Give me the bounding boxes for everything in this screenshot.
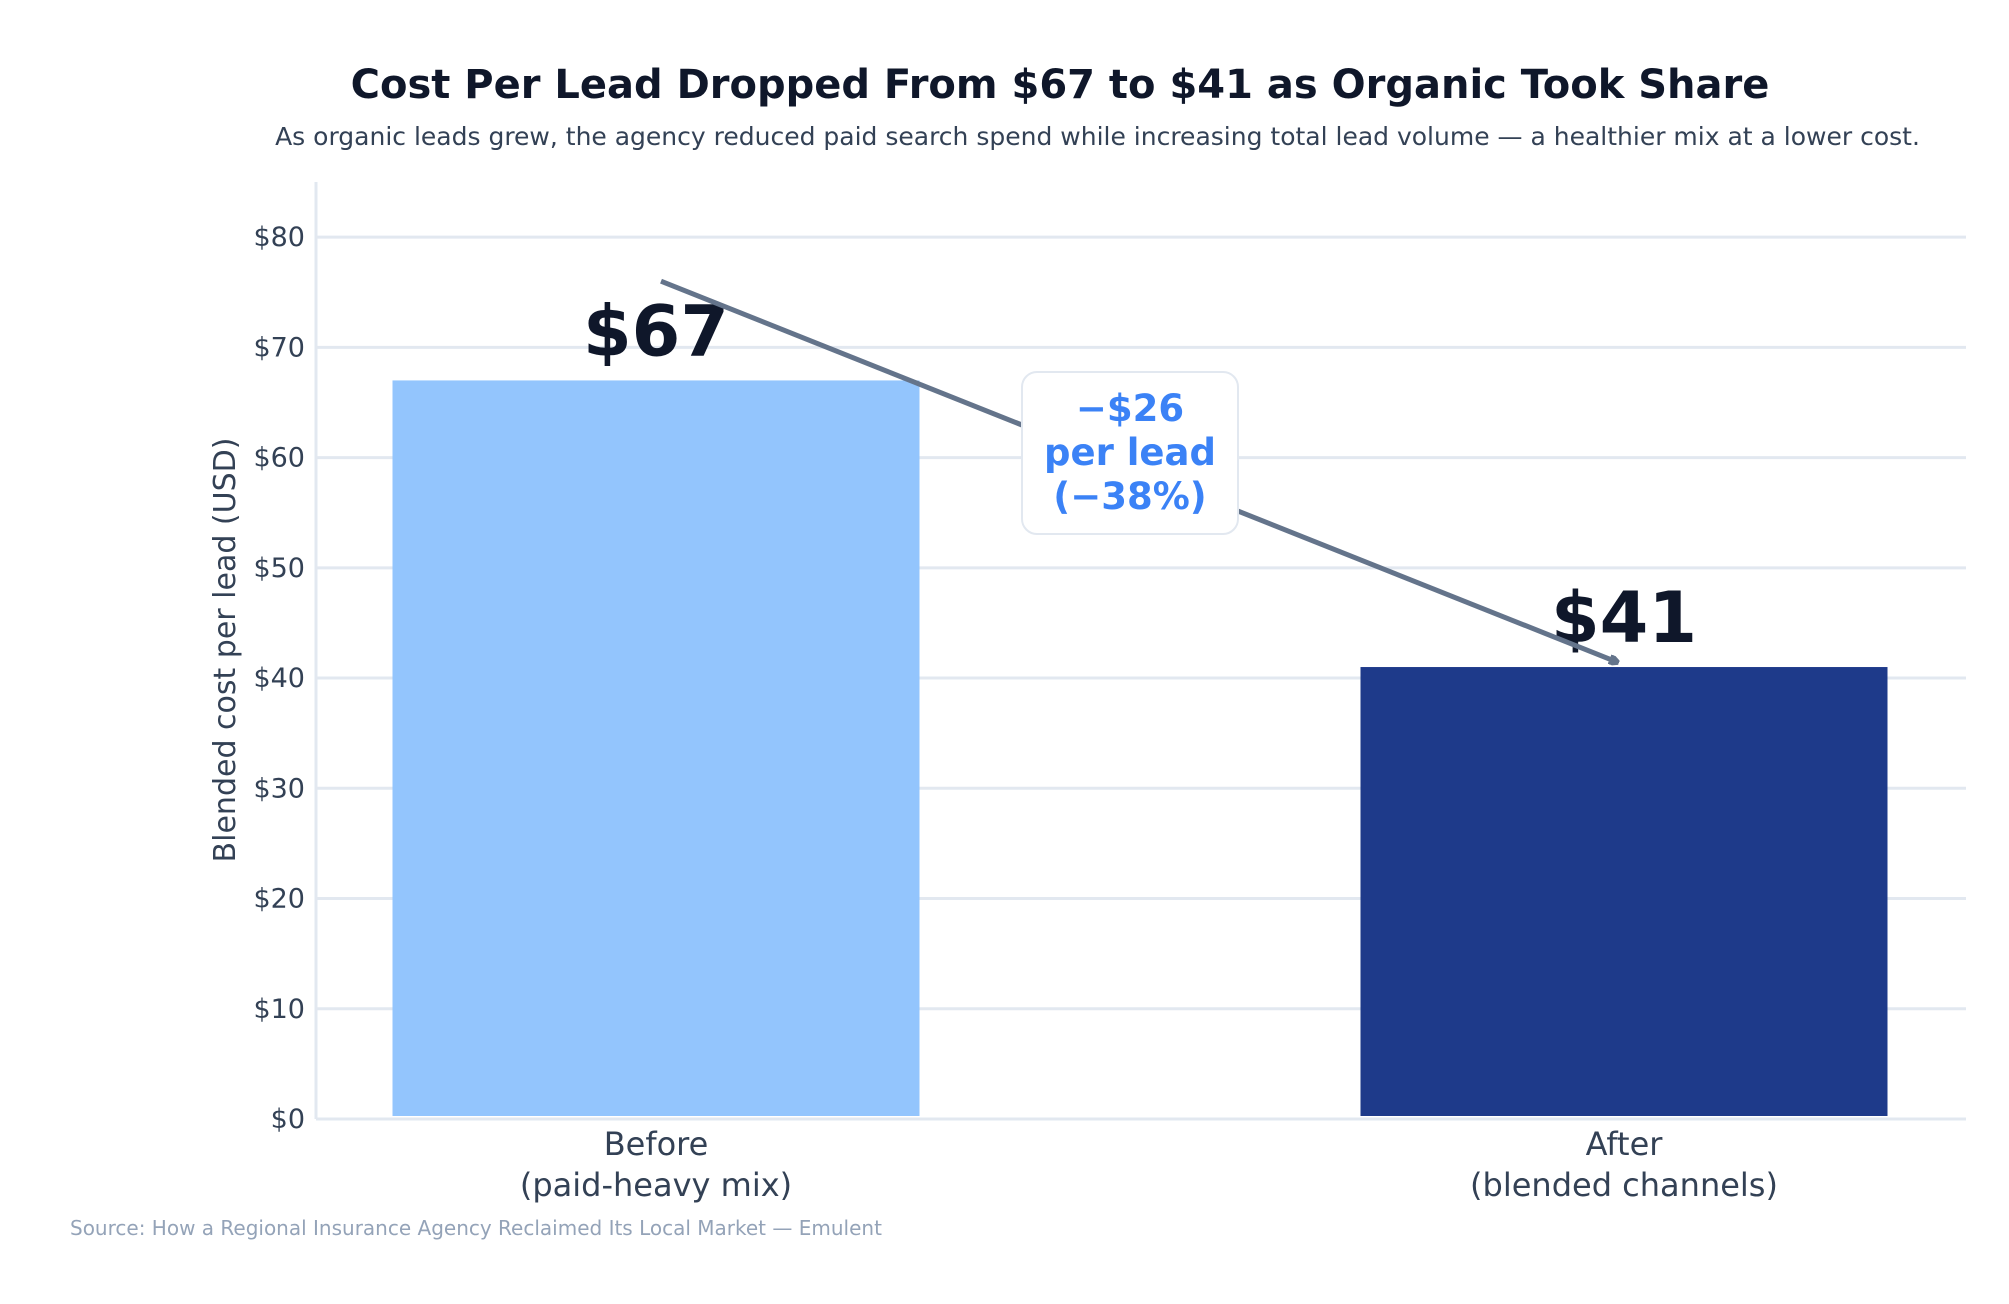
chart-subtitle: As organic leads grew, the agency reduce… <box>275 122 1920 151</box>
bar <box>1360 667 1888 1116</box>
bar <box>392 380 920 1116</box>
y-tick-label: $0 <box>271 1104 305 1135</box>
y-tick-label: $50 <box>253 553 305 584</box>
y-axis-label: Blended cost per lead (USD) <box>208 438 243 863</box>
x-tick-sublabel: (blended channels) <box>1470 1166 1778 1204</box>
y-tick-label: $30 <box>253 773 305 804</box>
x-tick-sublabel: (paid-heavy mix) <box>520 1166 792 1204</box>
y-tick-label: $10 <box>253 994 305 1025</box>
y-tick-label: $60 <box>253 443 305 474</box>
callout-unit: per lead <box>1044 431 1216 474</box>
chart-title: Cost Per Lead Dropped From $67 to $41 as… <box>350 62 1770 108</box>
bar-value-label: $67 <box>583 290 729 372</box>
callout-amount: −$26 <box>1075 387 1185 430</box>
x-tick-label: Before <box>604 1125 709 1163</box>
source-note: Source: How a Regional Insurance Agency … <box>70 1216 882 1240</box>
y-tick-label: $20 <box>253 884 305 915</box>
y-tick-label: $80 <box>253 222 305 253</box>
callout-percent: (−38%) <box>1053 475 1207 518</box>
savings-callout: −$26 per lead (−38%) <box>1021 371 1239 535</box>
y-tick-label: $40 <box>253 663 305 694</box>
y-tick-label: $70 <box>253 332 305 363</box>
x-tick-label: After <box>1586 1125 1664 1163</box>
